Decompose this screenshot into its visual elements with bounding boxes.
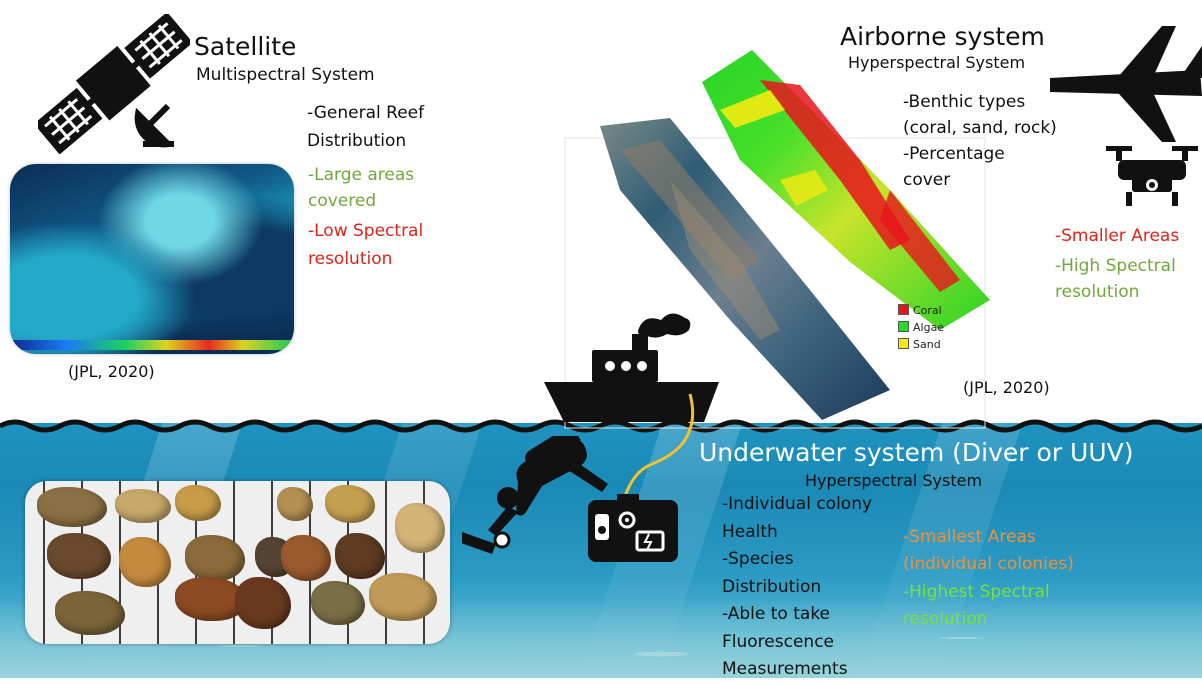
drone-icon [1106,146,1198,206]
legend-swatch-coral [898,304,909,315]
coral-sample [55,591,125,635]
satellite-pro: -Large areas covered [308,165,415,211]
airplane-icon [1050,26,1202,142]
underwater-title: Underwater system (Diver or UUV) [699,438,1134,467]
coral-sample [369,573,437,621]
coral-samples-image [25,481,450,644]
satellite-con: -Low Spectral resolution [308,221,424,269]
legend-item-coral: Coral [898,304,942,317]
airborne-hyperspectral-map [564,50,990,429]
camera-housing-icon [588,494,678,562]
coral-sample [175,485,221,521]
legend-swatch-sand [898,338,909,349]
underwater-description: -Individual colony Health -Species Distr… [722,494,873,679]
satellite-spectral-band [10,340,294,350]
ship-icon [544,313,719,422]
satellite-citation: (JPL, 2020) [68,362,155,381]
coral-sample [277,487,313,521]
airborne-description: -Benthic types (coral, sand, rock) -Perc… [903,92,1057,190]
coral-sample [395,503,445,553]
airborne-title: Airborne system [840,22,1045,51]
satellite-description: -General Reef Distribution [307,103,425,151]
underwater-pro: -Highest Spectral resolution [903,582,1050,629]
legend-swatch-algae [898,321,909,332]
coral-sample [335,533,385,579]
coral-sample [311,581,365,625]
airborne-pro: -High Spectral resolution [1055,256,1176,302]
satellite-subtitle: Multispectral System [196,65,375,85]
airborne-subtitle: Hyperspectral System [848,53,1026,72]
airborne-citation: (JPL, 2020) [963,378,1050,397]
satellite-icon [38,14,190,154]
coral-sample [235,577,291,629]
airborne-con: -Smaller Areas [1055,226,1180,246]
satellite-title: Satellite [194,32,297,61]
diver-icon [462,436,608,554]
coral-sample [325,485,375,523]
legend-item-sand: Sand [898,338,941,351]
coral-sample [47,533,111,579]
coral-sample [281,535,331,581]
coral-sample [37,487,107,527]
underwater-con: -Smallest Areas (individual colonies) [903,527,1074,574]
underwater-subtitle: Hyperspectral System [805,471,983,490]
legend-item-algae: Algae [898,321,944,334]
satellite-reef-image [10,164,294,354]
coral-sample [119,537,171,587]
water-surface-wave [0,419,1202,433]
tether-cable [622,393,695,501]
coral-sample [185,535,245,581]
coral-sample [115,489,171,523]
